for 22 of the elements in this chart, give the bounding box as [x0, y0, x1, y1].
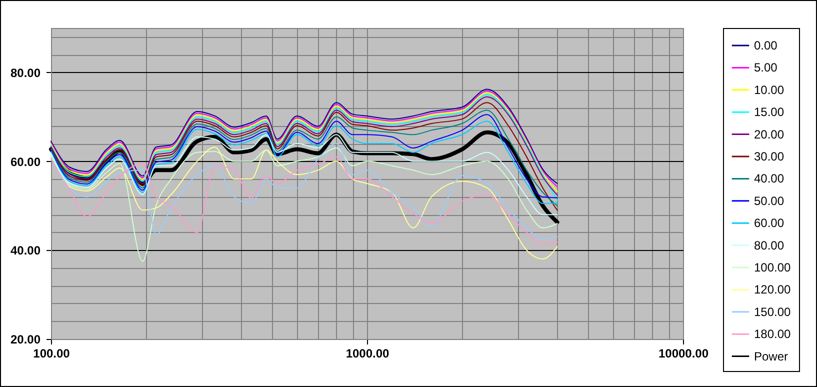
legend-label: 100.00 — [754, 260, 792, 274]
legend-label: 30.00 — [754, 150, 784, 164]
legend-label: 20.00 — [754, 127, 784, 142]
y-tick-label: 60.00 — [10, 154, 41, 169]
legend-label: 5.00 — [754, 60, 778, 75]
legend-label: 15.00 — [754, 105, 784, 120]
legend-label: 120.00 — [754, 282, 792, 297]
legend-label: 180.00 — [754, 327, 792, 342]
x-tick-label: 10000.00 — [658, 346, 709, 360]
legend-label: 40.00 — [754, 172, 784, 186]
legend-label: 60.00 — [754, 216, 784, 230]
legend-label: 10.00 — [754, 82, 784, 97]
x-tick-label: 100.00 — [33, 346, 70, 360]
y-tick-label: 20.00 — [10, 332, 41, 346]
x-tick-label: 1000.00 — [346, 346, 390, 360]
legend-label: 150.00 — [754, 304, 792, 319]
y-tick-label: 40.00 — [10, 244, 41, 258]
legend-label: 80.00 — [754, 238, 784, 252]
y-tick-label: 80.00 — [10, 66, 41, 80]
legend-label: 50.00 — [754, 194, 784, 208]
legend-label: Power — [754, 349, 788, 364]
legend-label: 0.00 — [754, 38, 778, 52]
